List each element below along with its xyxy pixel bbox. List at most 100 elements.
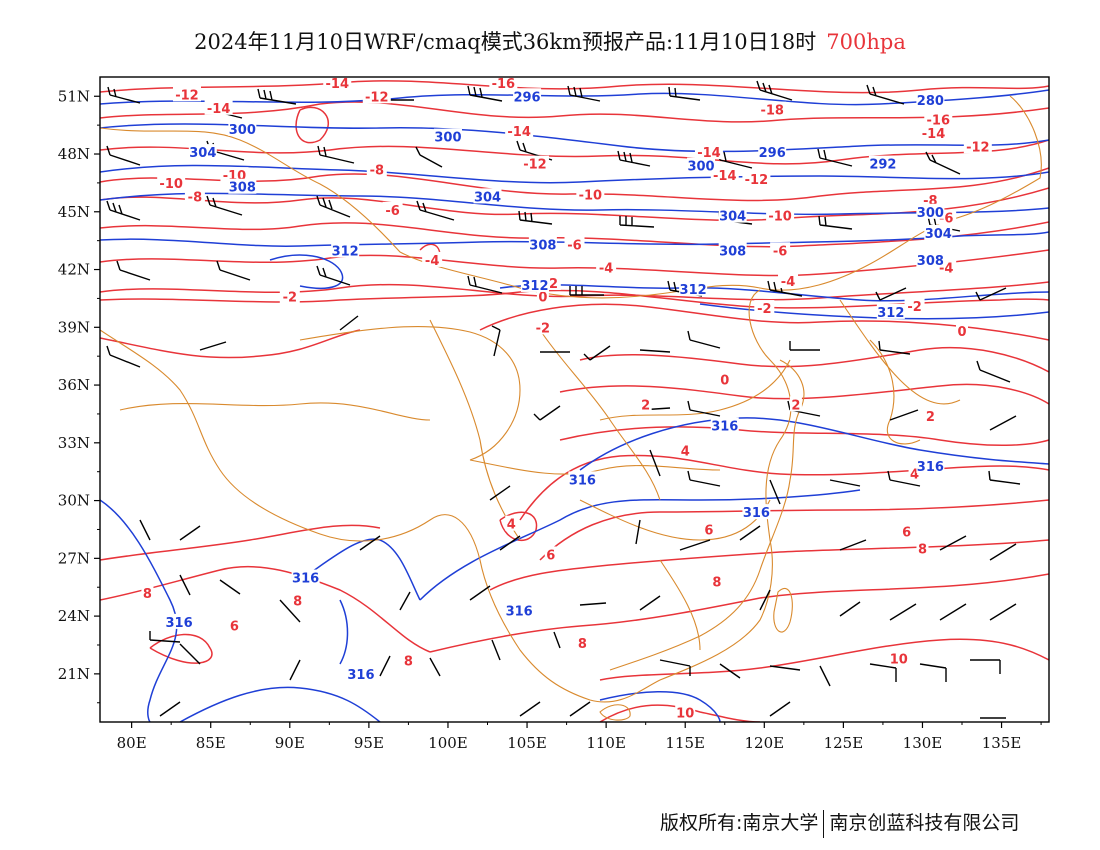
geopotential-label-bg bbox=[505, 602, 534, 618]
temperature-label-bg bbox=[702, 521, 715, 537]
geopotential-label-bg bbox=[916, 251, 945, 267]
lon-tick-label: 80E bbox=[117, 734, 147, 752]
temperature-label-bg bbox=[888, 650, 909, 666]
lon-tick-label: 120E bbox=[745, 734, 785, 752]
wind-barb-icon bbox=[567, 85, 601, 102]
temperature-label: -4 bbox=[599, 262, 613, 277]
wind-barb-icon bbox=[553, 631, 561, 649]
temperature-label: -14 bbox=[922, 127, 946, 142]
temperature-label: 2 bbox=[791, 398, 800, 413]
wind-barb-icon bbox=[399, 591, 411, 611]
temperature-label: -12 bbox=[966, 140, 990, 155]
temperature-label: 0 bbox=[538, 290, 547, 305]
temperature-label-bg bbox=[157, 174, 186, 190]
wind-barb-icon bbox=[579, 602, 607, 606]
geopotential-label: 316 bbox=[569, 473, 596, 488]
geopotential-label-bg bbox=[687, 157, 716, 173]
temperature-label: 0 bbox=[720, 373, 729, 388]
wind-barb-icon bbox=[878, 340, 911, 355]
temperature-label: 2 bbox=[641, 398, 650, 413]
temperature-labels: -12-14-14-12-16-18-16-14-12-14-12-14-14-… bbox=[141, 77, 992, 721]
wind-barb-icon bbox=[159, 701, 181, 717]
temperature-label-bg bbox=[924, 111, 953, 127]
temperature-label-bg bbox=[920, 192, 941, 208]
temperature-label: -6 bbox=[385, 204, 399, 219]
copyright-left: 版权所有:南京大学 bbox=[660, 812, 819, 834]
province-border bbox=[839, 299, 961, 405]
wind-barb-icon bbox=[569, 286, 604, 296]
wind-barb-icon bbox=[279, 599, 301, 623]
lat-tick-label: 30N bbox=[58, 492, 90, 510]
temperature-label: -14 bbox=[713, 169, 737, 184]
country-border bbox=[100, 289, 792, 703]
wind-barb-icon bbox=[939, 603, 967, 621]
lon-tick-label: 125E bbox=[824, 734, 864, 752]
wind-barb-icon bbox=[216, 260, 251, 281]
wind-barb-icon bbox=[469, 585, 491, 601]
geopotential-label: 300 bbox=[687, 160, 714, 175]
wind-barb-icon bbox=[149, 631, 181, 643]
wind-barb-icon bbox=[970, 659, 1001, 674]
province-border bbox=[579, 499, 771, 541]
temperature-label: -2 bbox=[536, 321, 550, 336]
temperature-label: -14 bbox=[697, 146, 721, 161]
isotherm-line bbox=[295, 106, 329, 144]
wind-barb-icon bbox=[179, 574, 191, 596]
temperature-label-bg bbox=[204, 99, 233, 115]
temperature-label: -12 bbox=[175, 88, 199, 103]
temperature-label-bg bbox=[184, 188, 205, 204]
geopotential-label: 308 bbox=[719, 244, 746, 259]
wind-barb-icon bbox=[887, 470, 921, 487]
geopotential-label-bg bbox=[228, 120, 257, 136]
geopotential-label: 316 bbox=[166, 616, 193, 631]
temperature-label: 0 bbox=[957, 325, 966, 340]
isotherm-line bbox=[100, 80, 1049, 94]
temperature-label-bg bbox=[279, 288, 300, 304]
temperature-label-bg bbox=[576, 635, 589, 651]
geopotential-label-bg bbox=[513, 88, 542, 104]
wind-barb-icon bbox=[206, 195, 243, 216]
wind-barb-icon bbox=[789, 341, 820, 351]
wind-barb-icon bbox=[491, 325, 501, 357]
temperature-label: -4 bbox=[425, 254, 439, 269]
lat-tick-label: 45N bbox=[58, 203, 90, 221]
geopotential-label: 316 bbox=[917, 460, 944, 475]
isotherm-line bbox=[429, 573, 1049, 653]
title-level: 700hpa bbox=[826, 30, 906, 54]
isotherm-line bbox=[100, 329, 361, 359]
geopotential-label-bg bbox=[916, 92, 945, 108]
geopotential-label: 304 bbox=[474, 190, 501, 205]
geopotential-label-bg bbox=[528, 236, 557, 252]
geopotential-label-bg bbox=[876, 303, 905, 319]
wind-barb-icon bbox=[635, 519, 641, 545]
chart-title: 2024年11月10日WRF/cmaq模式36km预报产品:11月10日18时 7… bbox=[0, 26, 1100, 56]
map-plot-area: -12-14-14-12-16-18-16-14-12-14-12-14-14-… bbox=[100, 77, 1049, 722]
wind-barb-icon bbox=[769, 479, 781, 505]
wind-barb-icon bbox=[617, 150, 651, 167]
isotherm-line bbox=[559, 426, 1049, 447]
wind-barb-icon bbox=[518, 210, 553, 225]
geopotential-label-bg bbox=[473, 188, 502, 204]
province-border bbox=[599, 359, 791, 421]
wind-barb-icon bbox=[866, 84, 905, 105]
wind-barb-icon bbox=[818, 215, 853, 230]
temperature-label: 4 bbox=[507, 518, 516, 533]
isotherm-line bbox=[579, 346, 1049, 373]
temperature-label: 6 bbox=[546, 548, 555, 563]
wind-barb-icon bbox=[769, 701, 791, 717]
temperature-label-bg bbox=[718, 371, 731, 387]
wind-barb-icon bbox=[179, 525, 201, 541]
geopotential-label-bg bbox=[433, 128, 462, 144]
isotherm-line bbox=[599, 638, 1049, 681]
temperature-label-bg bbox=[770, 242, 791, 258]
wind-barb-icon bbox=[719, 663, 741, 679]
wind-barb-icon bbox=[179, 643, 201, 665]
temperature-label-bg bbox=[402, 652, 415, 668]
temperature-label: -10 bbox=[768, 210, 792, 225]
geopotential-label-bg bbox=[291, 569, 320, 585]
lat-tick-label: 27N bbox=[58, 549, 90, 567]
isotherm-line bbox=[100, 101, 1049, 123]
wind-barb-icon bbox=[889, 409, 919, 421]
wind-barb-icon bbox=[317, 145, 355, 164]
